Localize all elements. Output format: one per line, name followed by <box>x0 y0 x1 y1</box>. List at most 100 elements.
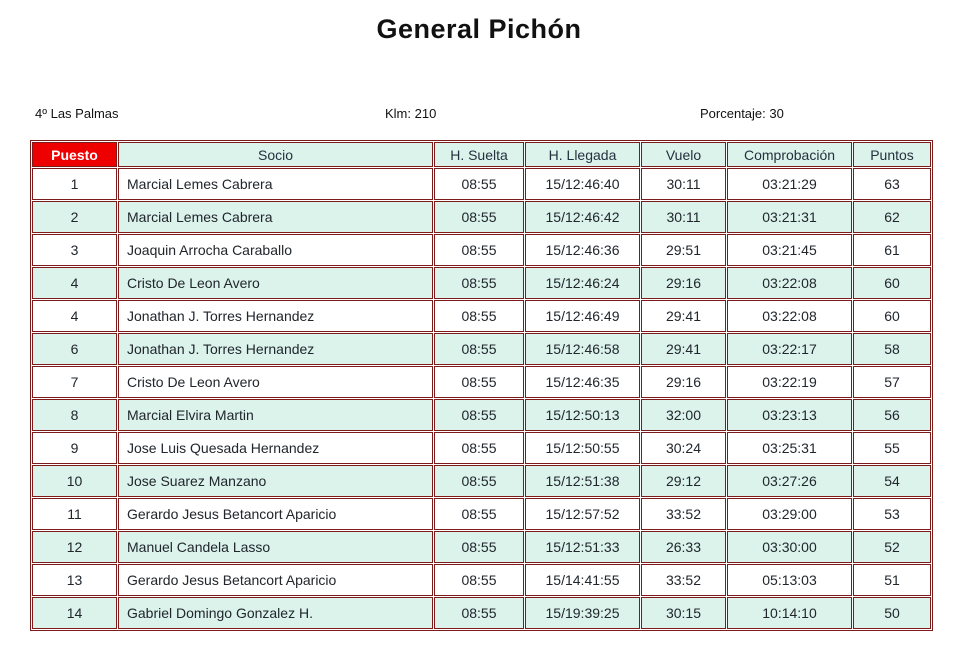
table-row: 6 Jonathan J. Torres Hernandez 08:55 15/12:… <box>32 333 931 365</box>
socio-cell: Marcial Lemes Cabrera <box>118 168 433 200</box>
socio-cell: Jose Suarez Manzano <box>118 465 433 497</box>
value-cell: 30:15 <box>641 597 726 629</box>
table-row: 13 Gerardo Jesus Betancort Aparicio 08:55 1… <box>32 564 931 596</box>
value-cell: 15/19:39:25 <box>525 597 640 629</box>
value-cell: 03:21:31 <box>727 201 852 233</box>
table-row: 14 Gabriel Domingo Gonzalez H. 08:55 15/19:… <box>32 597 931 629</box>
table-header-row: Puesto Socio H. Suelta H. Llegada Vuelo Compr… <box>32 142 931 167</box>
value-cell: 08:55 <box>434 432 524 464</box>
value-cell: 26:33 <box>641 531 726 563</box>
socio-cell: Gerardo Jesus Betancort Aparicio <box>118 498 433 530</box>
value-cell: 08:55 <box>434 300 524 332</box>
page-title: General Pichón <box>376 14 582 44</box>
socio-cell: Joaquin Arrocha Caraballo <box>118 234 433 266</box>
value-cell: 29:16 <box>641 366 726 398</box>
value-cell: 15/12:46:49 <box>525 300 640 332</box>
value-cell: 08:55 <box>434 267 524 299</box>
value-cell: 08:55 <box>434 465 524 497</box>
value-cell: 55 <box>853 432 931 464</box>
value-cell: 30:24 <box>641 432 726 464</box>
value-cell: 03:30:00 <box>727 531 852 563</box>
value-cell: 08:55 <box>434 564 524 596</box>
value-cell: 29:12 <box>641 465 726 497</box>
socio-cell: Jose Luis Quesada Hernandez <box>118 432 433 464</box>
value-cell: 08:55 <box>434 531 524 563</box>
socio-cell: Gabriel Domingo Gonzalez H. <box>118 597 433 629</box>
column-header-h-suelta: H. Suelta <box>434 142 524 167</box>
value-cell: 15/12:57:52 <box>525 498 640 530</box>
socio-cell: Jonathan J. Torres Hernandez <box>118 333 433 365</box>
table-row: 11 Gerardo Jesus Betancort Aparicio 08:55 1… <box>32 498 931 530</box>
value-cell: 03:25:31 <box>727 432 852 464</box>
info-percentage-label: Porcentaje: 30 <box>700 106 784 121</box>
value-cell: 08:55 <box>434 366 524 398</box>
value-cell: 4 <box>32 267 117 299</box>
value-cell: 03:29:00 <box>727 498 852 530</box>
value-cell: 60 <box>853 267 931 299</box>
value-cell: 08:55 <box>434 597 524 629</box>
value-cell: 15/12:46:24 <box>525 267 640 299</box>
value-cell: 08:55 <box>434 201 524 233</box>
value-cell: 2 <box>32 201 117 233</box>
value-cell: 08:55 <box>434 333 524 365</box>
value-cell: 03:21:29 <box>727 168 852 200</box>
value-cell: 12 <box>32 531 117 563</box>
value-cell: 08:55 <box>434 234 524 266</box>
value-cell: 53 <box>853 498 931 530</box>
info-distance-label: Klm: 210 <box>385 106 437 121</box>
value-cell: 15/12:46:58 <box>525 333 640 365</box>
value-cell: 54 <box>853 465 931 497</box>
value-cell: 29:41 <box>641 333 726 365</box>
value-cell: 51 <box>853 564 931 596</box>
value-cell: 03:22:19 <box>727 366 852 398</box>
value-cell: 29:41 <box>641 300 726 332</box>
value-cell: 52 <box>853 531 931 563</box>
column-header-socio: Socio <box>118 142 433 167</box>
value-cell: 29:51 <box>641 234 726 266</box>
table-row: 1 Marcial Lemes Cabrera 08:55 15/12:46:40 30… <box>32 168 931 200</box>
value-cell: 15/12:46:42 <box>525 201 640 233</box>
value-cell: 7 <box>32 366 117 398</box>
value-cell: 32:00 <box>641 399 726 431</box>
value-cell: 15/12:51:38 <box>525 465 640 497</box>
value-cell: 03:27:26 <box>727 465 852 497</box>
results-body: 1 Marcial Lemes Cabrera 08:55 15/12:46:40 30… <box>32 168 931 629</box>
value-cell: 15/12:51:33 <box>525 531 640 563</box>
value-cell: 58 <box>853 333 931 365</box>
value-cell: 15/12:46:35 <box>525 366 640 398</box>
value-cell: 14 <box>32 597 117 629</box>
value-cell: 03:21:45 <box>727 234 852 266</box>
value-cell: 15/12:50:13 <box>525 399 640 431</box>
socio-cell: Marcial Lemes Cabrera <box>118 201 433 233</box>
table-row: 8 Marcial Elvira Martin 08:55 15/12:50:13 32… <box>32 399 931 431</box>
results-table: Puesto Socio H. Suelta H. Llegada Vuelo Compr… <box>30 140 933 631</box>
value-cell: 1 <box>32 168 117 200</box>
socio-cell: Marcial Elvira Martin <box>118 399 433 431</box>
value-cell: 61 <box>853 234 931 266</box>
socio-cell: Gerardo Jesus Betancort Aparicio <box>118 564 433 596</box>
value-cell: 03:22:08 <box>727 267 852 299</box>
value-cell: 30:11 <box>641 201 726 233</box>
value-cell: 15/14:41:55 <box>525 564 640 596</box>
value-cell: 29:16 <box>641 267 726 299</box>
value-cell: 03:23:13 <box>727 399 852 431</box>
column-header-h-llegada: H. Llegada <box>525 142 640 167</box>
value-cell: 08:55 <box>434 168 524 200</box>
value-cell: 15/12:46:40 <box>525 168 640 200</box>
value-cell: 15/12:50:55 <box>525 432 640 464</box>
socio-cell: Cristo De Leon Avero <box>118 267 433 299</box>
column-header-vuelo: Vuelo <box>641 142 726 167</box>
info-event-label: 4º Las Palmas <box>35 106 119 121</box>
socio-cell: Manuel Candela Lasso <box>118 531 433 563</box>
value-cell: 08:55 <box>434 399 524 431</box>
socio-cell: Jonathan J. Torres Hernandez <box>118 300 433 332</box>
value-cell: 4 <box>32 300 117 332</box>
value-cell: 62 <box>853 201 931 233</box>
value-cell: 03:22:08 <box>727 300 852 332</box>
value-cell: 63 <box>853 168 931 200</box>
value-cell: 33:52 <box>641 498 726 530</box>
value-cell: 3 <box>32 234 117 266</box>
table-row: 3 Joaquin Arrocha Caraballo 08:55 15/12:46:… <box>32 234 931 266</box>
value-cell: 50 <box>853 597 931 629</box>
